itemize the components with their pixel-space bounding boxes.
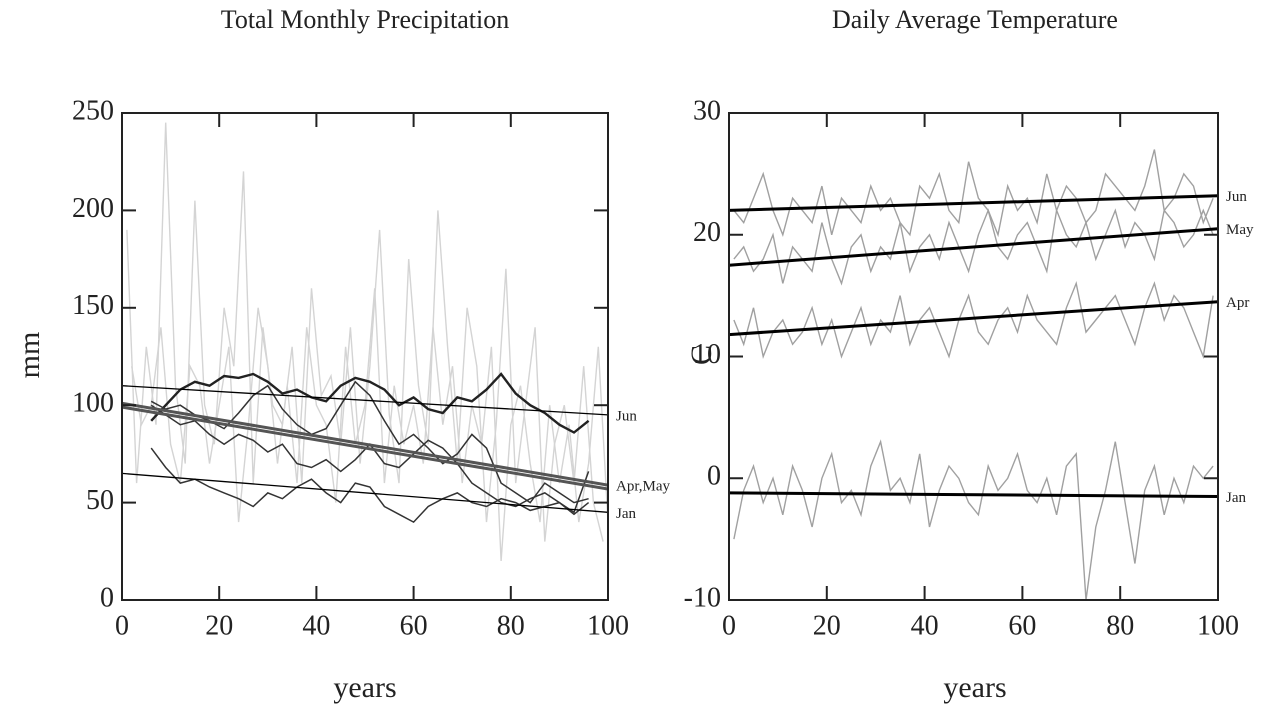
x-tick-label: 60	[1008, 610, 1036, 641]
y-axis-label: C	[685, 345, 718, 365]
plot-frame	[121, 112, 609, 601]
data-line	[122, 472, 608, 513]
y-tick-label: 0	[707, 461, 721, 492]
series-label: Jan	[1226, 490, 1246, 506]
y-tick-label: 100	[72, 388, 114, 419]
data-line	[126, 122, 604, 542]
x-tick-label: 40	[911, 610, 939, 641]
y-tick-label: 0	[100, 582, 114, 613]
precipitation-panel: Total Monthly Precipitation mm years Jun…	[13, 5, 671, 704]
chart-title: Total Monthly Precipitation	[221, 5, 509, 34]
data-line	[131, 288, 608, 562]
x-axis-label: years	[333, 671, 396, 704]
data-line	[733, 149, 1214, 238]
x-axis-label: years	[943, 671, 1006, 704]
x-tick-label: 20	[205, 610, 233, 641]
temperature-panel: Daily Average Temperature C years Jun May…	[684, 5, 1254, 704]
series-label: Apr	[1226, 295, 1249, 311]
x-tick-label: 0	[722, 610, 736, 641]
data-line	[733, 280, 1214, 360]
x-tick-label: 0	[115, 610, 129, 641]
data-line	[122, 405, 608, 491]
x-tick-label: 40	[302, 610, 330, 641]
x-tick-label: 80	[497, 610, 525, 641]
data-line	[729, 300, 1218, 337]
series-label: May	[1226, 222, 1254, 238]
x-tick-label: 20	[813, 610, 841, 641]
x-tick-label: 100	[1197, 610, 1239, 641]
y-tick-label: 250	[72, 95, 114, 126]
y-axis-label: mm	[13, 332, 46, 379]
data-line	[733, 439, 1214, 600]
data-line	[729, 491, 1218, 498]
x-tick-label: 80	[1106, 610, 1134, 641]
data-line	[150, 447, 590, 524]
data-line	[733, 207, 1214, 286]
data-line	[150, 372, 590, 434]
x-tick-label: 100	[587, 610, 629, 641]
data-line	[729, 194, 1218, 212]
y-tick-label: 200	[72, 193, 114, 224]
data-line	[150, 380, 589, 504]
y-tick-label: 30	[693, 95, 721, 126]
y-tick-label: -10	[684, 582, 721, 613]
y-tick-label: 20	[693, 217, 721, 248]
data-line	[729, 227, 1218, 267]
series-label: Jan	[616, 506, 636, 522]
series-label: Jun	[616, 408, 637, 424]
data-line	[122, 401, 608, 487]
y-tick-label: 10	[693, 339, 721, 370]
data-line	[122, 385, 608, 416]
chart-title: Daily Average Temperature	[832, 5, 1118, 34]
series-label: Jun	[1226, 189, 1247, 205]
series-label: Apr,May	[616, 479, 670, 495]
y-tick-label: 50	[86, 485, 114, 516]
x-tick-label: 60	[400, 610, 428, 641]
y-tick-label: 150	[72, 290, 114, 321]
